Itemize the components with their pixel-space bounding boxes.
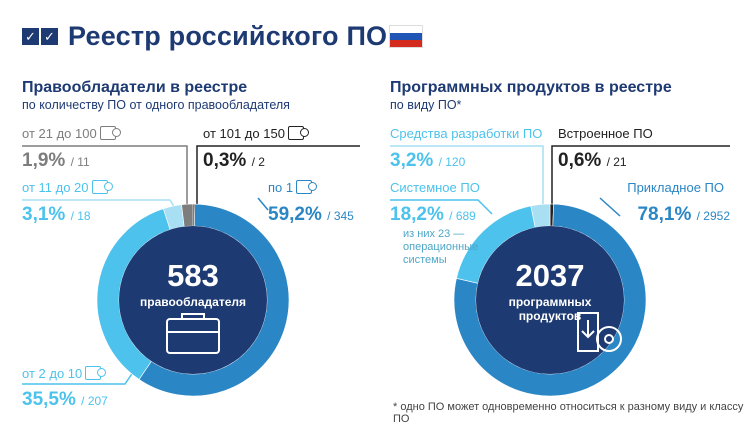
leader-line [599,197,621,217]
value-system-sw: 18,2% / 689 [390,204,476,225]
value-2-10: 35,5% / 207 [22,389,108,410]
label-dev-tools: Средства разработки ПО [390,126,543,141]
leader-line [390,145,544,205]
label-embedded: Встроенное ПО [558,126,653,141]
page-title: Реестр российского ПО [68,20,388,51]
left-total: 583 [167,258,219,293]
leader-line [390,199,493,215]
left-section-subtitle: по количеству ПО от одного правообладате… [22,98,290,112]
leader-line [257,197,269,211]
right-total: 2037 [515,258,585,293]
software-icon [99,126,121,140]
value-application: 78,1% / 2952 [637,204,730,225]
software-icon [85,366,107,380]
system-sw-note: из них 23 — операционные системы [403,228,479,266]
label-1: по 1 [268,180,318,195]
leader-line [196,145,360,205]
software-package-icon [577,312,622,352]
footnote: * одно ПО может одновременно относиться … [393,401,744,425]
right-total-label-2: продуктов [518,309,582,323]
value-1: 59,2% / 345 [268,204,354,225]
software-icon [296,180,318,194]
label-101-150: от 101 до 150 [203,126,309,141]
left-section-title: Правообладатели в реестре [22,79,248,96]
software-icon [91,180,113,194]
label-application: Прикладное ПО [627,180,724,195]
briefcase-icon [166,313,220,354]
russian-flag-icon [389,24,424,48]
leader-line [22,145,188,205]
checkbox-icon: ✓ [22,27,39,45]
value-dev-tools: 3,2% / 120 [390,150,466,171]
value-embedded: 0,6% / 21 [558,150,627,171]
right-section-subtitle: по виду ПО* [390,98,462,112]
page-header: ✓ ✓ Реестр российского ПО [22,14,424,58]
value-101-150: 0,3% / 2 [203,150,265,171]
label-21-100: от 21 до 100 [22,126,121,141]
value-11-20: 3,1% / 18 [22,204,91,225]
label-system-sw: Системное ПО [390,180,480,195]
value-21-100: 1,9% / 11 [22,150,90,171]
label-2-10: от 2 до 10 [22,366,107,381]
software-icon [287,126,309,140]
label-11-20: от 11 до 20 [22,180,113,195]
right-section-title: Программных продуктов в реестре [390,79,672,96]
donut-chart-rights-holders [96,203,290,397]
left-total-label: правообладателя [139,295,246,309]
donut-center [119,226,267,374]
checkbox-icon: ✓ [41,27,58,45]
right-total-label-1: программных [508,295,592,309]
leader-line [551,145,730,205]
